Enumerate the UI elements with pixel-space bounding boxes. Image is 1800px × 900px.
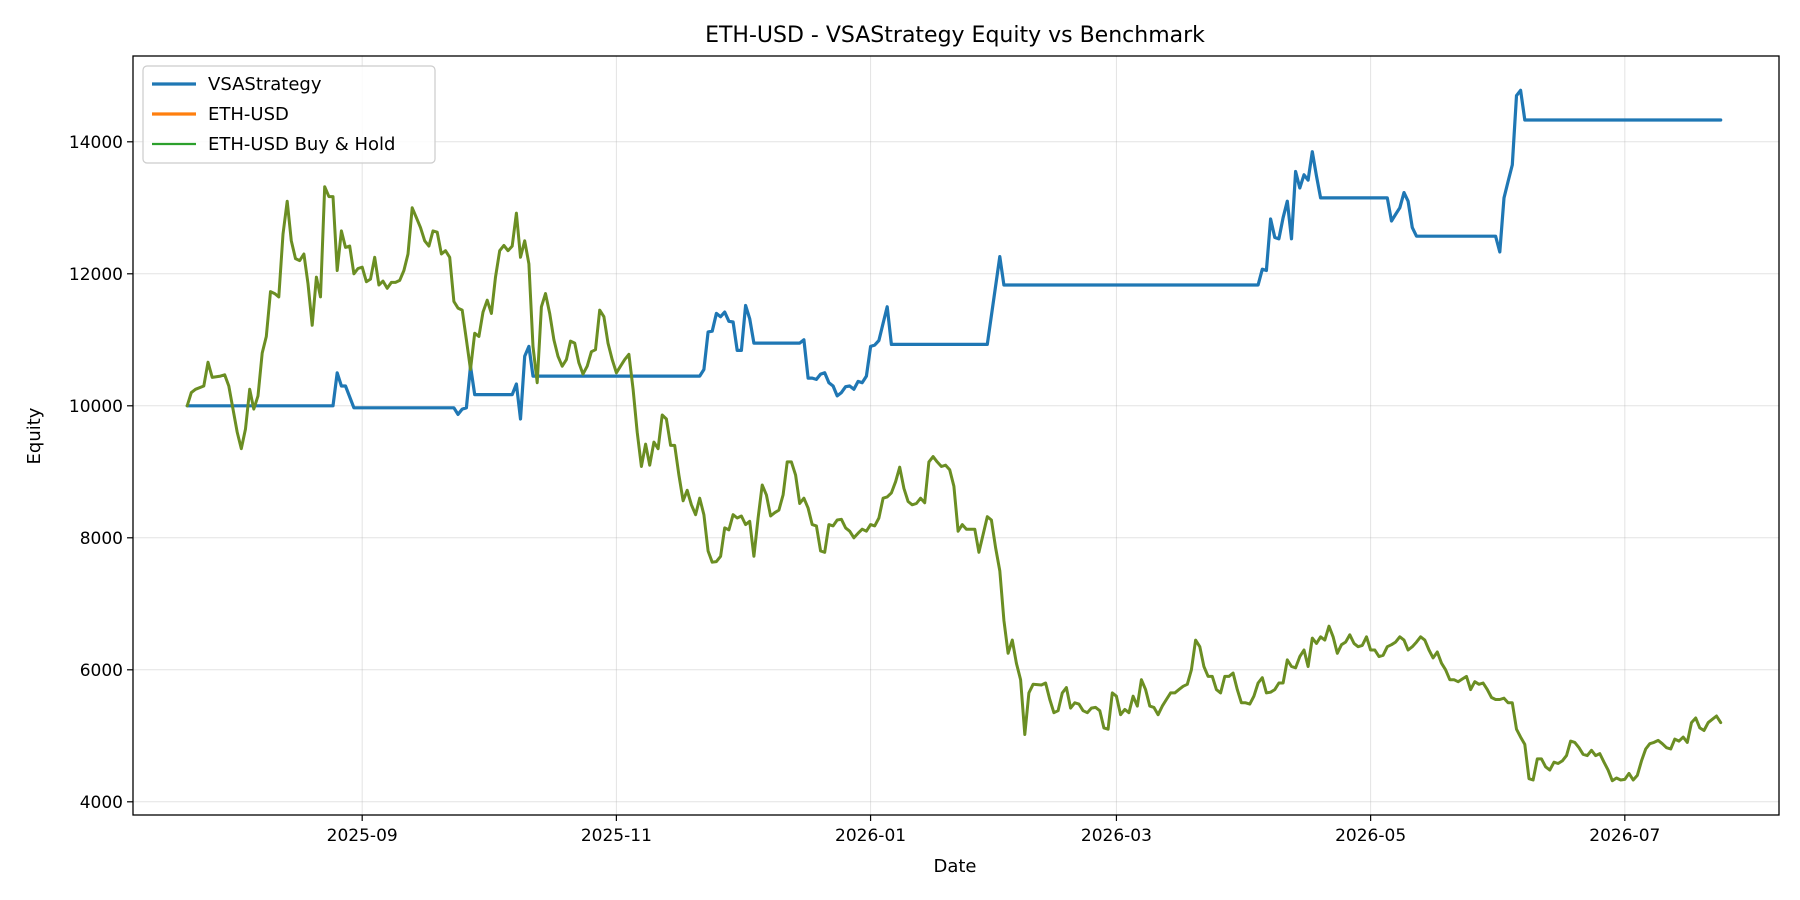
legend-frame [142,65,436,164]
y-tick-label: 14000 [69,133,123,153]
grid [133,56,1779,815]
x-tick-label: 2026-03 [1081,826,1152,846]
legend-label: ETH-USD [208,104,289,125]
x-tick-label: 2026-01 [835,826,906,846]
y-tick-label: 10000 [69,397,123,417]
series-line-3 [185,185,1723,783]
legend: VSAStrategy ETH-USD ETH-USD Buy & Hold [142,65,436,164]
x-tick-label: 2026-07 [1589,826,1660,846]
y-tick-label: 6000 [80,661,123,681]
chart-title: ETH-USD - VSAStrategy Equity vs Benchmar… [705,23,1205,48]
x-axis-label: Date [933,856,976,877]
legend-label: VSAStrategy [208,74,322,95]
x-tick-label: 2026-05 [1335,826,1406,846]
y-tick-label: 12000 [69,265,123,285]
series-lines [185,88,1723,783]
legend-label: ETH-USD Buy & Hold [208,134,395,155]
axis-ticks: 2025-09 2025-11 2026-01 2026-03 2026-05 2026-… [69,133,1660,846]
y-axis-label: Equity [24,407,45,464]
y-tick-label: 8000 [80,529,123,549]
x-tick-label: 2025-09 [327,826,398,846]
plot-frame [132,55,1780,816]
x-tick-label: 2025-11 [581,826,652,846]
y-tick-label: 4000 [80,793,123,813]
series-line-0 [185,88,1723,421]
